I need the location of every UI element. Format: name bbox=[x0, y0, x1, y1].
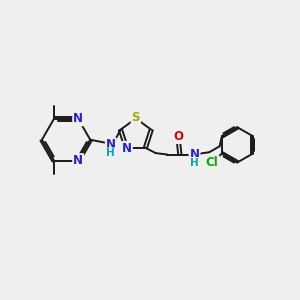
Text: N: N bbox=[73, 154, 83, 167]
Text: O: O bbox=[173, 130, 183, 143]
Text: S: S bbox=[132, 111, 140, 124]
Text: Cl: Cl bbox=[206, 156, 219, 169]
Text: N: N bbox=[190, 148, 200, 161]
Text: N: N bbox=[122, 142, 132, 155]
Text: H: H bbox=[106, 148, 115, 158]
Text: H: H bbox=[190, 158, 199, 168]
Text: N: N bbox=[73, 112, 83, 125]
Text: N: N bbox=[106, 139, 116, 152]
